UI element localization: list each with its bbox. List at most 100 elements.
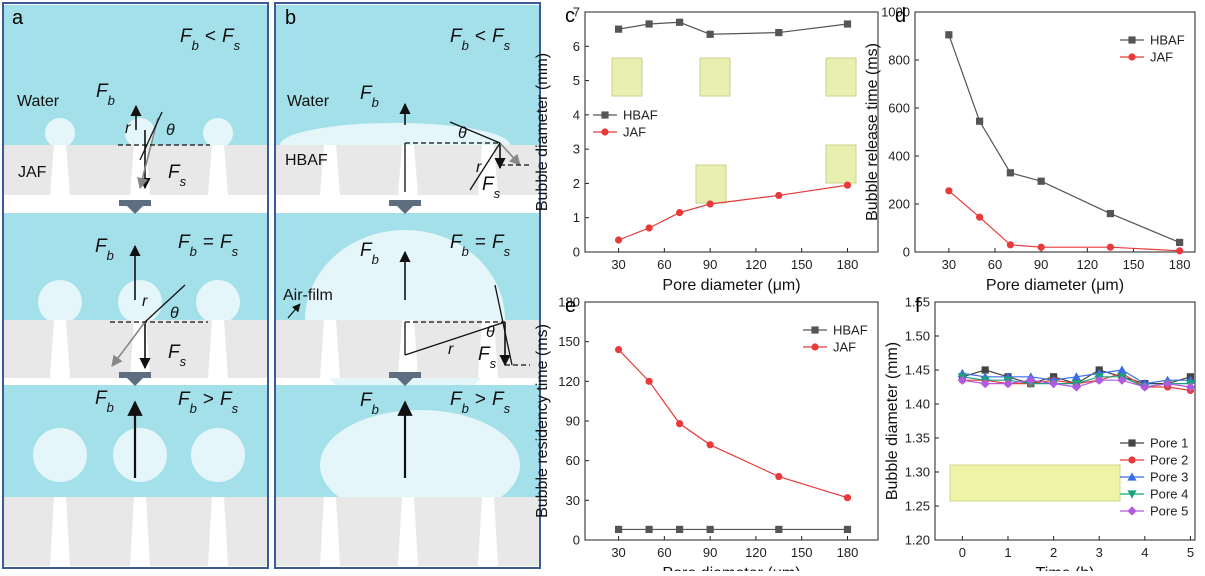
series-line xyxy=(619,22,848,34)
data-point xyxy=(775,29,782,36)
x-tick-label: 60 xyxy=(988,257,1002,272)
y-tick-label: 1.45 xyxy=(905,363,930,378)
y-tick-label: 0 xyxy=(903,245,910,260)
data-point xyxy=(945,187,952,194)
legend-marker xyxy=(1128,53,1135,60)
force-subscript: b xyxy=(372,402,379,417)
legend-label: HBAF xyxy=(1150,33,1185,48)
x-tick-label: 30 xyxy=(611,545,625,560)
x-tick-label: 1 xyxy=(1004,545,1011,560)
panel-label: f xyxy=(915,295,921,317)
y-tick-label: 60 xyxy=(566,453,580,468)
legend-marker xyxy=(601,128,608,135)
radius-label: r xyxy=(448,341,454,358)
data-point xyxy=(775,526,782,533)
angle-label: θ xyxy=(486,324,495,341)
data-point xyxy=(615,236,622,243)
y-tick-label: 3 xyxy=(573,142,580,157)
plot-frame xyxy=(915,12,1195,252)
data-point xyxy=(945,31,952,38)
data-point xyxy=(1007,241,1014,248)
legend-marker xyxy=(1128,456,1135,463)
inset-photo xyxy=(950,465,1120,501)
y-tick-label: 1.30 xyxy=(905,465,930,480)
force-subscript: s xyxy=(494,186,501,201)
x-tick-label: 120 xyxy=(1076,257,1098,272)
data-point xyxy=(676,420,683,427)
x-tick-label: 90 xyxy=(1034,257,1048,272)
x-tick-label: 120 xyxy=(745,257,767,272)
force-subscript: b xyxy=(462,401,469,416)
panel-label: a xyxy=(12,7,24,29)
data-point xyxy=(1176,247,1183,254)
x-axis-label: Pore diameter (μm) xyxy=(662,277,800,294)
medium-label: Water xyxy=(17,93,60,110)
data-point xyxy=(775,192,782,199)
data-point xyxy=(775,473,782,480)
legend-label: HBAF xyxy=(623,108,658,123)
inset-photo xyxy=(696,165,726,203)
bubble xyxy=(33,428,87,482)
force-subscript: b xyxy=(190,401,197,416)
relation: > xyxy=(203,389,214,410)
data-point xyxy=(676,19,683,26)
y-axis-label: Bubble diameter (mm) xyxy=(884,342,901,500)
medium-label: Water xyxy=(287,93,330,110)
force-subscript: b xyxy=(107,400,114,415)
x-tick-label: 180 xyxy=(1169,257,1191,272)
data-point xyxy=(707,441,714,448)
force-subscript: s xyxy=(232,244,239,259)
data-point xyxy=(645,224,652,231)
y-axis-label: Bubble diameter (mm) xyxy=(534,53,551,211)
series-line xyxy=(619,185,848,240)
legend-marker xyxy=(811,326,818,333)
panel-label: c xyxy=(565,5,575,27)
legend-label: HBAF xyxy=(833,323,868,338)
data-point xyxy=(645,378,652,385)
x-tick-label: 90 xyxy=(703,257,717,272)
y-tick-label: 0 xyxy=(573,245,580,260)
air-film-label: Air-film xyxy=(283,287,333,304)
bubble xyxy=(196,280,240,324)
panel-label: e xyxy=(565,295,576,317)
panel-label: d xyxy=(895,5,906,27)
legend-label: JAF xyxy=(1150,50,1173,65)
force-subscript: b xyxy=(190,244,197,259)
legend-label: Pore 3 xyxy=(1150,470,1188,485)
x-tick-label: 150 xyxy=(1123,257,1145,272)
x-tick-label: 150 xyxy=(791,545,813,560)
angle-label: θ xyxy=(166,122,175,139)
angle-label: θ xyxy=(458,125,467,142)
y-tick-label: 1.50 xyxy=(905,329,930,344)
legend-label: Pore 1 xyxy=(1150,436,1188,451)
bubble xyxy=(45,118,75,148)
data-point xyxy=(1107,244,1114,251)
data-point xyxy=(844,182,851,189)
x-tick-label: 90 xyxy=(703,545,717,560)
figure: aWaterJAFFb<FsFb=FsFb>FsFbFsrθFbFsrθFbbW… xyxy=(0,0,1205,571)
x-axis-label: Pore diameter (μm) xyxy=(662,565,800,571)
x-tick-label: 60 xyxy=(657,257,671,272)
data-point xyxy=(844,494,851,501)
data-point xyxy=(707,526,714,533)
y-tick-label: 30 xyxy=(566,493,580,508)
y-tick-label: 1.35 xyxy=(905,431,930,446)
data-point xyxy=(976,118,983,125)
x-tick-label: 180 xyxy=(837,545,859,560)
y-tick-label: 6 xyxy=(573,39,580,54)
substrate-label: JAF xyxy=(18,164,47,181)
y-tick-label: 2 xyxy=(573,176,580,191)
force-subscript: s xyxy=(504,401,511,416)
x-tick-label: 2 xyxy=(1050,545,1057,560)
data-point xyxy=(1038,178,1045,185)
step-arrow xyxy=(119,200,151,214)
x-tick-label: 60 xyxy=(657,545,671,560)
data-point xyxy=(676,526,683,533)
legend-label: Pore 4 xyxy=(1150,487,1188,502)
y-tick-label: 90 xyxy=(566,414,580,429)
relation: = xyxy=(475,232,486,253)
y-tick-label: 1.40 xyxy=(905,397,930,412)
legend-marker xyxy=(601,111,608,118)
force-subscript: s xyxy=(490,356,497,371)
x-tick-label: 180 xyxy=(837,257,859,272)
